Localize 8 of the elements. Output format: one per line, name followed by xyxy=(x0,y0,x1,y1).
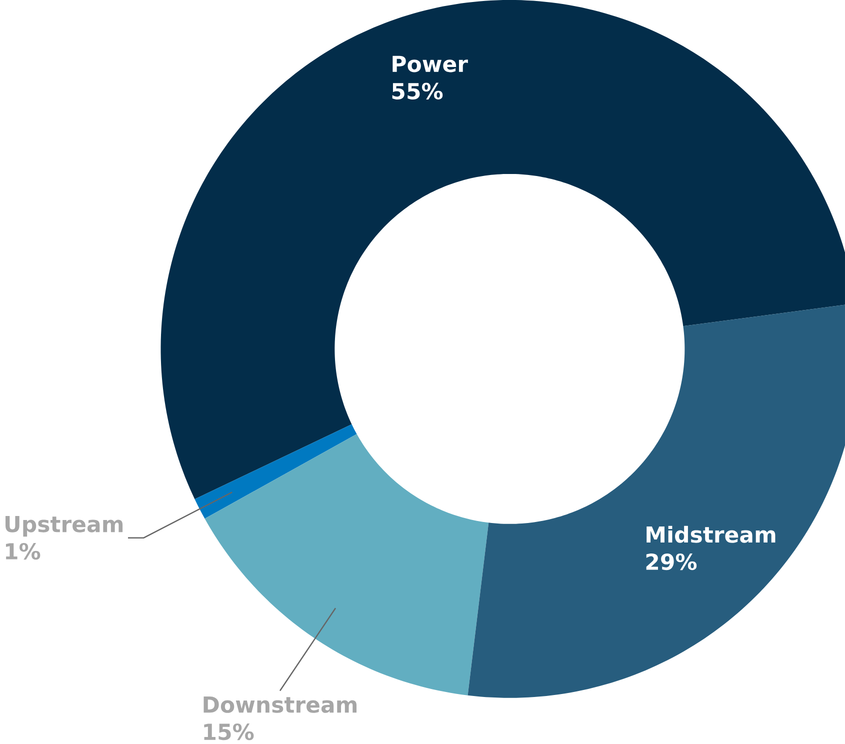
data-label: 1% xyxy=(6,543,40,560)
slice-label: Midstream xyxy=(646,526,776,544)
slice-label: Downstream xyxy=(204,696,357,714)
data-label: 29% xyxy=(646,554,697,570)
data-label: 55% xyxy=(392,82,443,100)
slice-label: Power xyxy=(392,56,468,72)
data-label: 15% xyxy=(204,724,254,740)
slice-label: Upstream xyxy=(6,516,123,537)
